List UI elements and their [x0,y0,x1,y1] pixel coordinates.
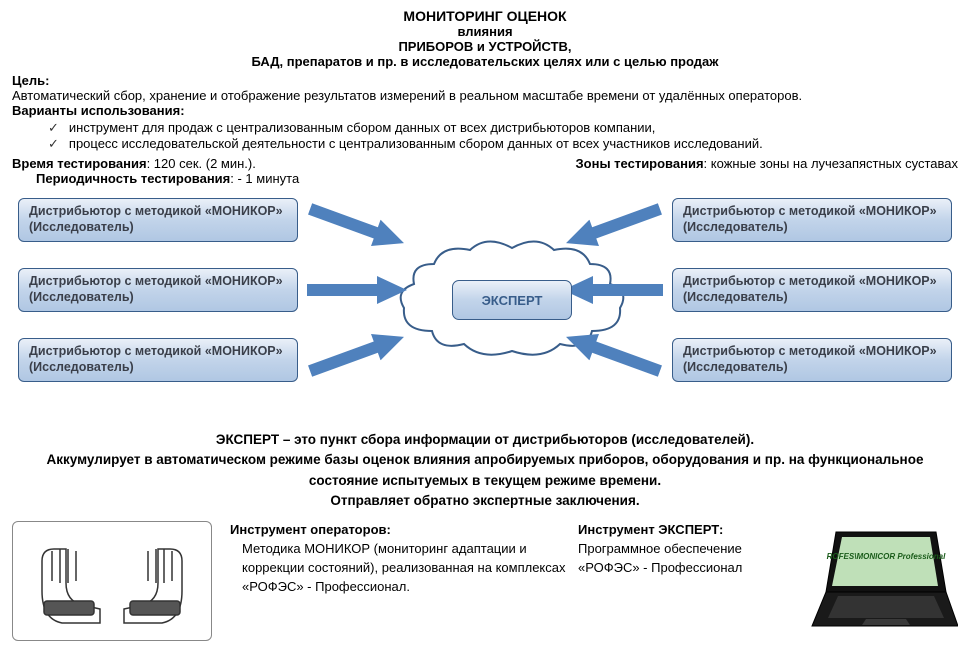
desc-line-3: Отправляет обратно экспертные заключения… [12,491,958,511]
distributor-line2: (Исследователь) [683,290,941,306]
distributor-node: Дистрибьютор с методикой «МОНИКОР» (Иссл… [18,338,298,382]
distributor-node: Дистрибьютор с методикой «МОНИКОР» (Иссл… [672,338,952,382]
periodicity-row: Периодичность тестирования: - 1 минута [36,171,958,186]
distributor-line2: (Исследователь) [29,220,287,236]
expert-label: ЭКСПЕРТ [482,293,543,308]
network-diagram: ЭКСПЕРТ Дистрибьютор с методикой «МОНИКО… [12,192,958,422]
title-line-1: МОНИТОРИНГ ОЦЕНОК [12,8,958,24]
goal-row: Цель: Автоматический сбор, хранение и от… [12,73,958,103]
description-block: ЭКСПЕРТ – это пункт сбора информации от … [12,430,958,511]
operator-tool-block: Инструмент операторов: Методика МОНИКОР … [222,521,568,596]
goal-text: Автоматический сбор, хранение и отображе… [12,88,802,103]
title-line-4: БАД, препаратов и пр. в исследовательски… [12,54,958,69]
test-time: Время тестирования: 120 сек. (2 мин.). [12,156,256,171]
laptop-icon: ROFES\MONICOR Professional [808,526,958,636]
operator-tool-label: Инструмент операторов: [230,521,568,540]
variants-label: Варианты использования: [12,103,185,118]
distributor-line2: (Исследователь) [683,220,941,236]
distributor-line2: (Исследователь) [29,290,287,306]
variant-item: процесс исследовательской деятельности с… [48,136,958,152]
distributor-node: Дистрибьютор с методикой «МОНИКОР» (Иссл… [18,198,298,242]
test-params-row: Время тестирования: 120 сек. (2 мин.). З… [12,156,958,171]
arrow-icon [307,276,407,304]
periodicity-value: : - 1 минута [230,171,299,186]
title-line-3: ПРИБОРОВ и УСТРОЙСТВ, [12,39,958,54]
laptop-illustration: ROFES\MONICOR Professional [808,521,958,641]
title-line-2: влияния [12,24,958,39]
distributor-node: Дистрибьютор с методикой «МОНИКОР» (Иссл… [18,268,298,312]
test-zone: Зоны тестирования: кожные зоны на лучеза… [576,156,958,171]
test-time-value: : 120 сек. (2 мин.). [147,156,256,171]
goal-label: Цель: [12,73,49,88]
variants-block: Варианты использования: инструмент для п… [12,103,958,152]
test-zone-label: Зоны тестирования [576,156,704,171]
expert-tool-text: Программное обеспечение «РОФЭС» - Профес… [578,540,798,578]
desc-line-2: Аккумулирует в автоматическом режиме баз… [12,450,958,491]
distributor-line2: (Исследователь) [29,360,287,376]
hands-icon [22,531,202,631]
expert-tool-label: Инструмент ЭКСПЕРТ: [578,521,798,540]
footer-row: Инструмент операторов: Методика МОНИКОР … [12,521,958,641]
title-block: МОНИТОРИНГ ОЦЕНОК влияния ПРИБОРОВ и УСТ… [12,8,958,69]
expert-node: ЭКСПЕРТ [452,280,572,320]
operator-tool-text: Методика МОНИКОР (мониторинг адаптации и… [230,540,568,597]
periodicity-label: Периодичность тестирования [36,171,230,186]
distributor-line1: Дистрибьютор с методикой «МОНИКОР» [683,204,941,220]
variant-item: инструмент для продаж с централизованным… [48,120,958,136]
distributor-line1: Дистрибьютор с методикой «МОНИКОР» [29,204,287,220]
arrow-icon [563,276,663,304]
distributor-node: Дистрибьютор с методикой «МОНИКОР» (Иссл… [672,268,952,312]
distributor-line1: Дистрибьютор с методикой «МОНИКОР» [683,344,941,360]
test-zone-value: : кожные зоны на лучезапястных суставах [704,156,958,171]
distributor-node: Дистрибьютор с методикой «МОНИКОР» (Иссл… [672,198,952,242]
desc-line-1: ЭКСПЕРТ – это пункт сбора информации от … [12,430,958,450]
variants-list: инструмент для продаж с централизованным… [12,120,958,152]
test-time-label: Время тестирования [12,156,147,171]
distributor-line1: Дистрибьютор с методикой «МОНИКОР» [29,344,287,360]
arrow-icon [305,196,409,257]
hands-illustration [12,521,212,641]
distributor-line1: Дистрибьютор с методикой «МОНИКОР» [29,274,287,290]
arrow-icon [305,324,409,385]
distributor-line1: Дистрибьютор с методикой «МОНИКОР» [683,274,941,290]
laptop-screen-text: ROFES\MONICOR Professional [827,552,946,561]
distributor-line2: (Исследователь) [683,360,941,376]
expert-tool-block: Инструмент ЭКСПЕРТ: Программное обеспече… [578,521,798,578]
